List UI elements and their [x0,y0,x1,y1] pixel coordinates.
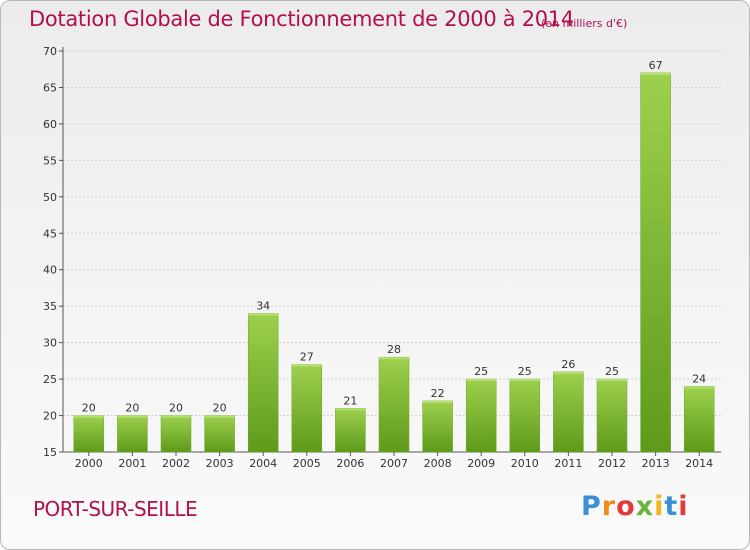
y-tick-label: 35 [43,300,57,313]
bar-highlight [291,364,322,367]
y-tick-label: 15 [43,446,57,459]
bar [335,408,366,453]
logo-letter: x [635,491,655,522]
y-tick-label: 20 [43,410,57,423]
bar-value-label: 25 [518,365,532,378]
logo-letter: P [581,491,602,522]
bar-value-label: 28 [387,343,401,356]
bar-highlight [597,379,627,382]
x-tick-label: 2014 [685,457,713,470]
bar-value-label: 67 [649,59,663,72]
bar-highlight [509,379,540,382]
logo-letter: t [664,491,679,522]
x-tick-label: 2011 [554,457,582,470]
bar [640,72,671,453]
bar [117,415,148,453]
x-tick-label: 2005 [293,457,321,470]
y-tick-label: 60 [43,118,57,131]
y-tick-label: 25 [43,373,57,386]
y-tick-label: 70 [43,45,57,58]
bar [683,386,715,453]
logo-letter: o [616,491,636,522]
y-tick-label: 55 [43,154,57,167]
logo-letter: i [678,491,689,522]
bar-value-label: 25 [474,365,488,378]
x-tick-label: 2004 [249,457,277,470]
bar-value-label: 34 [256,299,270,312]
x-tick-label: 2001 [118,457,146,470]
bar-value-label: 20 [169,402,183,415]
bar [378,356,410,453]
y-tick-label: 65 [43,81,57,94]
bar [247,313,279,453]
bar-value-label: 27 [300,351,314,364]
bar-highlight [640,72,671,75]
bar [596,378,628,453]
x-tick-label: 2009 [467,457,495,470]
place-name: PORT-SUR-SEILLE [33,497,198,521]
x-tick-label: 2003 [206,457,234,470]
x-tick-label: 2012 [598,457,626,470]
y-tick-label: 30 [43,337,57,350]
bar-highlight [422,400,453,403]
bar-value-label: 24 [692,372,706,385]
chart-subtitle: (en milliers d'€) [541,17,628,30]
y-tick-label: 45 [43,227,57,240]
bar-highlight [335,408,366,411]
bar-value-label: 20 [82,402,96,415]
bar-highlight [204,415,235,418]
bar-highlight [117,415,148,418]
bar [509,378,541,453]
x-tick-label: 2002 [162,457,190,470]
bar-highlight [684,386,715,389]
bar-value-label: 20 [125,402,139,415]
x-tick-label: 2006 [336,457,364,470]
bar-value-label: 20 [213,402,227,415]
x-tick-label: 2013 [642,457,670,470]
proxiti-logo[interactable]: Proxiti [581,491,689,522]
bar [204,415,235,453]
bar [422,400,453,453]
bar [291,364,323,453]
bar-highlight [248,313,279,316]
logo-letter: r [601,491,617,522]
bar-value-label: 26 [561,358,575,371]
bar-value-label: 21 [343,394,357,407]
bar [73,415,105,453]
x-tick-label: 2007 [380,457,408,470]
bar [160,415,192,453]
bar-value-label: 22 [431,387,445,400]
bar-highlight [379,357,409,360]
bar-highlight [553,371,584,374]
x-tick-label: 2000 [75,457,103,470]
y-tick-label: 50 [43,191,57,204]
bars [73,72,715,453]
y-tick-label: 40 [43,264,57,277]
bar-highlight [466,379,497,382]
logo-letter: i [654,491,665,522]
bar [465,378,497,453]
bar [553,371,584,453]
bar-highlight [73,415,104,418]
x-tick-label: 2008 [424,457,452,470]
chart-title: Dotation Globale de Fonctionnement de 20… [29,7,574,31]
x-tick-label: 2010 [511,457,539,470]
labels: 15 20 25 30 35 40 45 50 55 60 65 70 20 2000 20 2001 20 20… [43,45,713,470]
bar-value-label: 25 [605,365,619,378]
bar-highlight [161,415,191,418]
